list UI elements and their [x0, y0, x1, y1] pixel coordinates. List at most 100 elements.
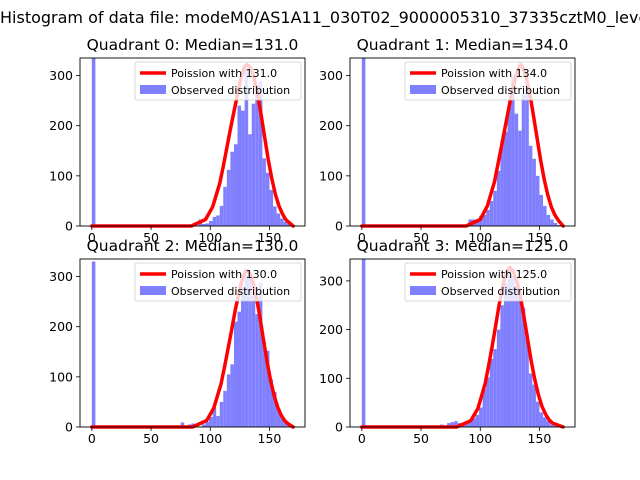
- histogram-bar: [518, 130, 522, 226]
- x-tick-label: 50: [143, 431, 159, 446]
- histogram-bar: [521, 307, 526, 427]
- histogram-bar: [479, 407, 483, 427]
- histogram-bar: [180, 422, 185, 427]
- legend-box: [134, 262, 302, 302]
- x-tick-label: 50: [143, 230, 159, 245]
- histogram-bar: [493, 190, 497, 226]
- histogram-bar: [503, 131, 508, 226]
- legend: Poission with 131.0 Observed distribution: [134, 61, 302, 101]
- histogram-bar: [521, 94, 526, 226]
- y-tick-label: 100: [49, 168, 73, 183]
- histogram-bar: [475, 414, 480, 427]
- histogram-bar: [543, 417, 547, 427]
- histogram-bar: [539, 412, 544, 427]
- histogram-bar: [276, 407, 281, 427]
- histogram-bar: [273, 206, 277, 226]
- y-tick-label: 100: [49, 369, 73, 384]
- histogram-bar: [528, 145, 533, 226]
- x-tick-label: 0: [358, 431, 366, 446]
- histogram-bar: [262, 341, 266, 427]
- legend-label: Observed distribution: [171, 84, 290, 97]
- histogram-bar: [205, 421, 210, 427]
- histogram-bar: [91, 58, 96, 226]
- x-tick-label: 100: [198, 431, 222, 446]
- histogram-bar: [280, 218, 284, 226]
- histogram-bar: [553, 222, 558, 226]
- histogram-bar: [532, 158, 536, 226]
- histogram-bar: [258, 282, 263, 427]
- histogram-bar: [500, 140, 504, 226]
- histogram-bar: [91, 261, 96, 427]
- histogram-bar: [251, 295, 256, 427]
- legend-patch-swatch: [410, 286, 436, 295]
- histogram-bar: [532, 384, 536, 427]
- y-tick-label: 0: [335, 219, 343, 234]
- histogram-bar: [361, 259, 366, 427]
- histogram-bar: [205, 223, 210, 226]
- legend-patch-swatch: [140, 286, 166, 295]
- histogram-bar: [255, 85, 259, 226]
- legend-patch-swatch: [410, 85, 436, 94]
- legend-box: [404, 61, 572, 101]
- x-tick-label: 50: [413, 230, 429, 245]
- histogram-bar: [482, 214, 487, 226]
- histogram-bar: [550, 219, 554, 226]
- x-tick-label: 150: [258, 230, 282, 245]
- histogram-bar: [216, 215, 220, 226]
- histogram-bar: [525, 81, 529, 226]
- histogram-bar: [276, 213, 281, 226]
- histogram-bar: [557, 225, 561, 226]
- histogram-bar: [283, 221, 288, 226]
- histogram-bar: [283, 422, 288, 427]
- histogram-bar: [511, 276, 515, 427]
- axes-frame: [349, 57, 576, 227]
- figure-suptitle: Histogram of data file: modeM0/AS1A11_03…: [0, 8, 640, 27]
- histogram-bar: [237, 105, 242, 226]
- y-tick-label: 100: [319, 168, 343, 183]
- y-tick-label: 100: [319, 371, 343, 386]
- y-tick-label: 300: [49, 269, 73, 284]
- histogram-bar: [209, 416, 213, 427]
- x-tick-label: 150: [258, 431, 282, 446]
- legend: Poission with 130.0 Observed distribution: [134, 262, 302, 302]
- quadrant-3-panel: 0 50 100 150 0 100 200 300 Quadrant 3: Median=12…: [319, 237, 576, 446]
- histogram-bar: [514, 113, 519, 226]
- histogram-bar: [269, 379, 274, 427]
- x-tick-label: 100: [198, 230, 222, 245]
- y-tick-label: 0: [65, 420, 73, 435]
- histogram-bar: [258, 81, 263, 226]
- histogram-bar: [482, 389, 487, 427]
- legend-box: [404, 262, 572, 302]
- histogram-bar: [546, 214, 551, 226]
- x-tick-label: 150: [528, 230, 552, 245]
- histogram-bar: [535, 401, 540, 427]
- histogram-bar: [528, 373, 533, 427]
- histogram-bar: [273, 391, 277, 427]
- histogram-bar: [262, 158, 266, 226]
- histogram-bar: [255, 314, 259, 427]
- x-tick-label: 0: [358, 230, 366, 245]
- histogram-bar: [535, 175, 540, 226]
- y-tick-label: 300: [319, 273, 343, 288]
- histogram-bar: [241, 286, 245, 427]
- histogram-bar: [265, 172, 270, 226]
- quadrant-1-panel: 0 50 100 150 0 100 200 300 Quadrant 1: Median=13…: [319, 36, 576, 245]
- quadrant-0-panel: 0 50 100 150 0 100 200 300 Quadrant 0: Median=13…: [49, 36, 306, 245]
- histogram-bar: [223, 186, 227, 226]
- legend-label: Poission with 125.0: [441, 268, 547, 281]
- histogram-bar: [233, 144, 238, 226]
- histogram-bar: [486, 377, 490, 427]
- histogram-bar: [450, 422, 455, 427]
- x-tick-label: 0: [88, 230, 96, 245]
- histogram-bar: [489, 358, 494, 427]
- axes-frame: [349, 258, 576, 428]
- histogram-bar: [514, 285, 519, 427]
- histogram-bar: [219, 401, 224, 427]
- y-tick-label: 0: [65, 219, 73, 234]
- histogram-bar: [464, 423, 469, 427]
- histogram-bar: [493, 349, 497, 427]
- histogram-bar: [447, 423, 451, 427]
- x-tick-label: 100: [468, 230, 492, 245]
- histogram-bar: [507, 105, 512, 226]
